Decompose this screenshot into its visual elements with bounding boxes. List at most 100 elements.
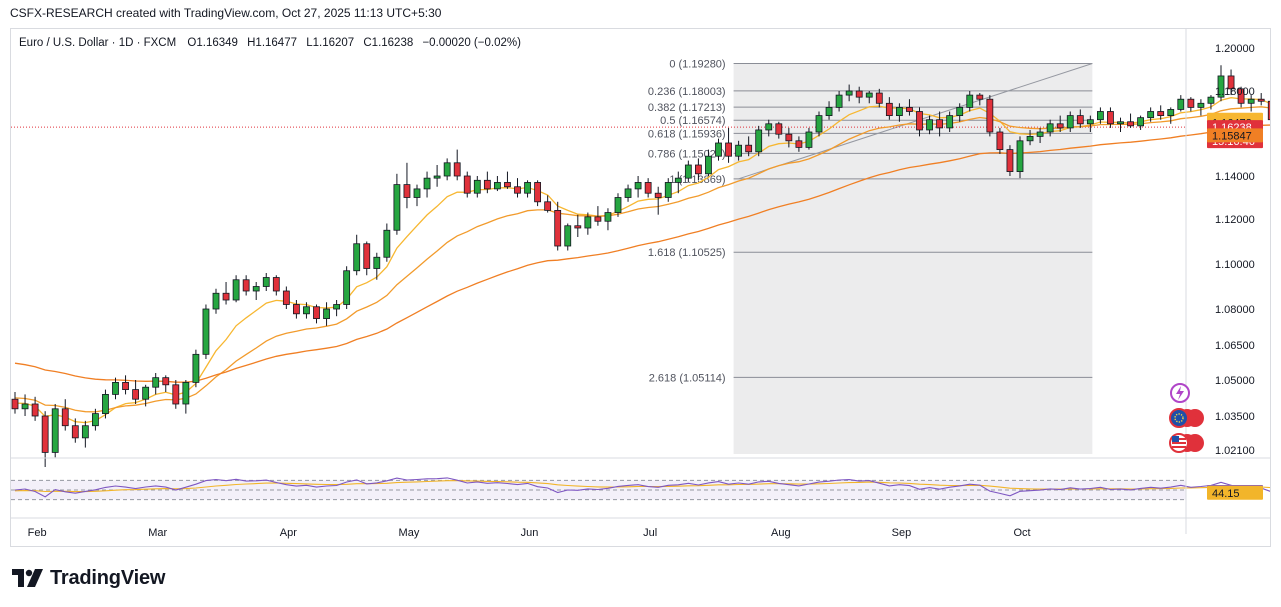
candle-down: [242, 279, 250, 292]
candle-down: [222, 292, 230, 301]
time-tick-label: Jul: [643, 527, 657, 539]
price-tick-label: 1.02100: [1215, 445, 1255, 457]
candle-up: [81, 425, 89, 439]
candle-down: [1006, 149, 1014, 172]
candle-up: [102, 393, 109, 414]
fib-retracement-layer[interactable]: 0 (1.19280) 0.236 (1.18003) 0.382 (1.17213…: [648, 58, 1093, 454]
candle-up: [765, 123, 773, 131]
candle-down: [282, 290, 290, 305]
fib-level-label: 0.786 (1.15027): [648, 148, 726, 160]
candle-down: [725, 142, 732, 157]
candle-down: [1227, 75, 1235, 90]
candle-down: [574, 225, 582, 229]
candle-down: [41, 415, 49, 453]
candle-down: [875, 92, 883, 104]
candle-down: [132, 389, 139, 400]
candle-up: [433, 175, 441, 179]
candle-up: [323, 308, 330, 319]
candle-up: [51, 408, 59, 453]
candle-up: [373, 256, 381, 269]
time-tick-label: May: [399, 527, 420, 539]
candle-up: [815, 115, 823, 133]
candle-down: [1187, 98, 1195, 108]
candle-down: [483, 179, 491, 190]
candle-up: [353, 243, 361, 272]
candle-down: [1127, 121, 1134, 127]
candle-down: [906, 107, 913, 112]
candle-up: [21, 403, 29, 410]
candle-down: [644, 182, 652, 194]
price-tick-label: 1.18000: [1215, 86, 1255, 98]
high-value: H1.16477: [247, 37, 297, 49]
candle-up: [252, 286, 260, 292]
close-value: C1.16238: [363, 37, 413, 49]
candle-down: [1237, 88, 1245, 104]
candle-up: [604, 212, 612, 222]
rsi-badge-label: 44.15: [1212, 488, 1240, 500]
candle-up: [1167, 109, 1175, 116]
price-chart[interactable]: 0 (1.19280) 0.236 (1.18003) 0.382 (1.17213…: [11, 29, 1270, 546]
tradingview-logo[interactable]: TradingView: [12, 565, 165, 591]
fib-level-label: 0.618 (1.15936): [648, 128, 726, 140]
candle-up: [1197, 102, 1205, 108]
fib-level-label: 0 (1.19280): [669, 58, 725, 70]
candle-down: [172, 384, 180, 405]
candle-up: [493, 182, 501, 190]
candle-up: [383, 229, 391, 258]
candle-down: [594, 216, 602, 222]
low-value: L1.16207: [306, 37, 354, 49]
eu-flag-icon[interactable]: [1169, 408, 1204, 428]
candle-up: [333, 304, 341, 310]
candle-up: [1066, 115, 1074, 129]
candle-down: [785, 133, 793, 142]
candle-up: [142, 386, 150, 400]
candle-up: [1046, 123, 1054, 133]
candle-up: [584, 216, 592, 229]
candle-up: [805, 131, 813, 148]
symbol-legend: Euro / U.S. Dollar · 1D · FXCM O1.16349 …: [19, 37, 521, 49]
candle-down: [1267, 100, 1270, 121]
us-flag-icon[interactable]: [1169, 433, 1204, 453]
candle-up: [825, 107, 833, 117]
price-tick-label: 1.08000: [1215, 304, 1255, 316]
candle-down: [162, 377, 170, 386]
time-axis[interactable]: Feb Mar Apr May Jun Jul Aug Sep Oct: [11, 517, 1270, 539]
candle-down: [1107, 111, 1114, 125]
candle-up: [865, 92, 873, 98]
price-tick-label: 1.06500: [1215, 340, 1255, 352]
candle-down: [1076, 115, 1084, 125]
candle-up: [1177, 98, 1185, 110]
price-tick-label: 1.03500: [1215, 411, 1255, 423]
candle-down: [534, 182, 541, 203]
candle-down: [986, 98, 994, 133]
price-tick-label: 1.10000: [1215, 259, 1255, 271]
candle-up: [1117, 121, 1124, 125]
candle-up: [1036, 131, 1044, 137]
candle-down: [272, 277, 280, 292]
candle-up: [926, 119, 933, 131]
fib-level-label: 0.5 (1.16574): [660, 115, 725, 127]
candle-down: [453, 162, 461, 177]
candle-up: [966, 94, 974, 108]
candle-down: [554, 209, 562, 247]
flash-icon[interactable]: [1170, 383, 1190, 403]
candle-up: [705, 155, 712, 175]
price-axis[interactable]: 1.200001.180001.160001.140001.120001.100…: [1185, 29, 1263, 534]
price-tick-label: 1.05000: [1215, 375, 1255, 387]
candle-up: [634, 182, 642, 190]
candle-up: [413, 188, 421, 198]
candle-down: [292, 304, 300, 315]
fib-level-label: 1 (1.13869): [669, 174, 725, 186]
candle-down: [775, 123, 783, 135]
candle-up: [303, 306, 310, 315]
time-tick-label: Feb: [28, 527, 47, 539]
candle-down: [1056, 123, 1064, 129]
candle-up: [393, 184, 401, 231]
candle-up: [946, 115, 954, 129]
candle-up: [192, 353, 200, 383]
candle-down: [976, 94, 984, 100]
candle-up: [112, 381, 119, 395]
candle-down: [1157, 111, 1165, 116]
candle-down: [885, 102, 893, 117]
tradingview-wordmark: TradingView: [50, 566, 166, 589]
